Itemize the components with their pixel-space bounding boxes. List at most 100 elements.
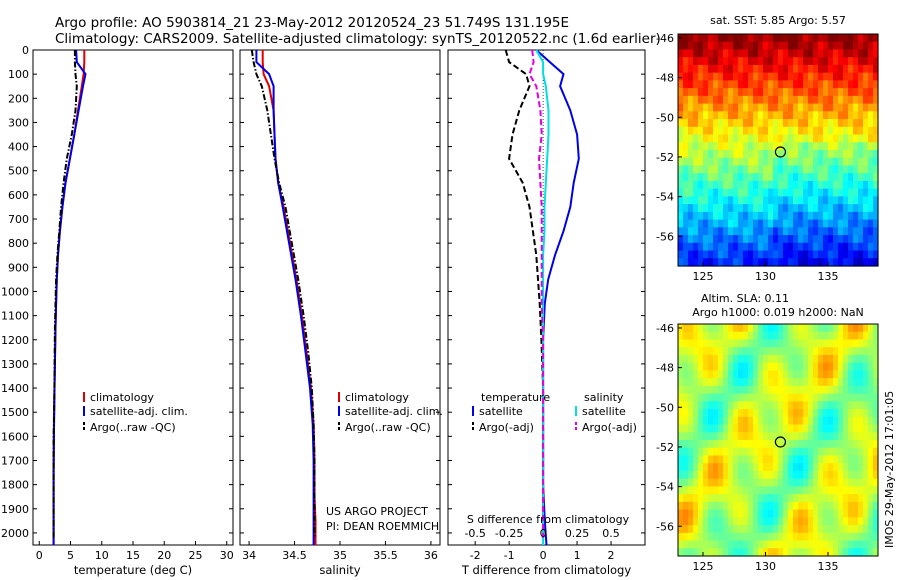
heatmap-cell [763,432,769,441]
heatmap-cell [813,150,819,159]
heatmap-cell [818,385,824,395]
heatmap-cell [833,196,839,205]
heatmap-cell [688,126,694,136]
heatmap-cell [863,393,869,402]
heatmap-cell [813,157,819,167]
heatmap-cell [728,354,734,364]
heatmap-cell [793,501,799,511]
heatmap-cell [698,57,704,66]
heatmap-cell [678,424,684,433]
heatmap-cell [838,119,844,128]
heatmap-cell [688,103,694,112]
heatmap-cell [863,424,869,433]
heatmap-cell [858,142,864,151]
heatmap-cell [763,362,769,371]
heatmap-cell [743,49,749,58]
heatmap-cell [693,494,699,503]
heatmap-cell [803,150,809,159]
heatmap-cell [763,339,769,348]
heatmap-cell [693,339,699,348]
heatmap-cell [683,455,689,464]
heatmap-cell [743,486,749,495]
y-tick-label: 1500 [1,406,29,419]
heatmap-cell [838,219,844,228]
heatmap-cell [698,532,704,542]
heatmap-cell [808,165,814,174]
heatmap-cell [703,126,709,136]
heatmap-cell [698,126,704,136]
heatmap-cell [788,517,794,526]
heatmap-cell [723,501,729,511]
heatmap-cell [703,34,709,43]
heatmap-cell [763,447,769,457]
heatmap-cell [823,95,829,105]
heatmap-cell [688,548,694,557]
heatmap-cell [703,494,709,503]
heatmap-cell [678,525,684,534]
heatmap-cell [823,235,829,244]
heatmap-cell [843,188,849,197]
heatmap-cell [788,378,794,387]
heatmap-cell [703,250,709,259]
heatmap-cell [773,532,779,542]
heatmap-cell [863,385,869,395]
heatmap-cell [783,540,789,549]
heatmap-cell [798,362,804,371]
heatmap-cell [703,486,709,495]
heatmap-cell [788,157,794,167]
heatmap-cell [848,509,854,518]
heatmap-cell [768,532,774,542]
heatmap-cell [858,478,864,487]
heatmap-cell [753,455,759,464]
heatmap-cell [703,370,709,379]
heatmap-cell [778,370,784,379]
heatmap-cell [748,165,754,174]
heatmap-cell [778,455,784,464]
heatmap-cell [873,509,879,518]
heatmap-cell [858,501,864,511]
heatmap-cell [718,72,724,81]
heatmap-cell [763,324,769,333]
heatmap-cell [823,354,829,364]
heatmap-cell [858,339,864,348]
heatmap-cell [868,548,874,557]
heatmap-cell [873,95,879,105]
heatmap-cell [853,324,859,333]
heatmap-cell [708,385,714,395]
heatmap-cell [718,258,724,267]
heatmap-cell [818,157,824,167]
heatmap-cell [778,173,784,182]
heatmap-cell [798,463,804,472]
heatmap-cell [758,95,764,105]
heatmap-cell [863,486,869,495]
heatmap-cell [858,80,864,89]
heatmap-cell [843,95,849,105]
heatmap-cell [793,370,799,379]
heatmap-cell [778,385,784,395]
heatmap-cell [813,165,819,174]
heatmap-cell [738,119,744,128]
heatmap-cell [728,331,734,341]
heatmap-cell [728,378,734,387]
heatmap-cell [793,517,799,526]
heatmap-cell [693,401,699,410]
x-tick-label: 130 [755,270,776,283]
heatmap-cell [823,227,829,236]
sla-map-title: Altim. SLA: 0.11 [701,292,789,305]
heatmap-cell [693,103,699,112]
heatmap-cell [678,509,684,518]
heatmap-cell [823,463,829,472]
heatmap-cell [823,409,829,418]
heatmap-cell [758,440,764,449]
heatmap-cell [858,196,864,205]
heatmap-cell [858,401,864,410]
heatmap-cell [803,95,809,105]
heatmap-cell [838,49,844,58]
heatmap-cell [723,57,729,66]
heatmap-cell [833,103,839,112]
heatmap-cell [858,525,864,534]
heatmap-cell [748,41,754,51]
heatmap-cell [693,57,699,66]
heatmap-cell [853,416,859,426]
heatmap-cell [853,173,859,182]
